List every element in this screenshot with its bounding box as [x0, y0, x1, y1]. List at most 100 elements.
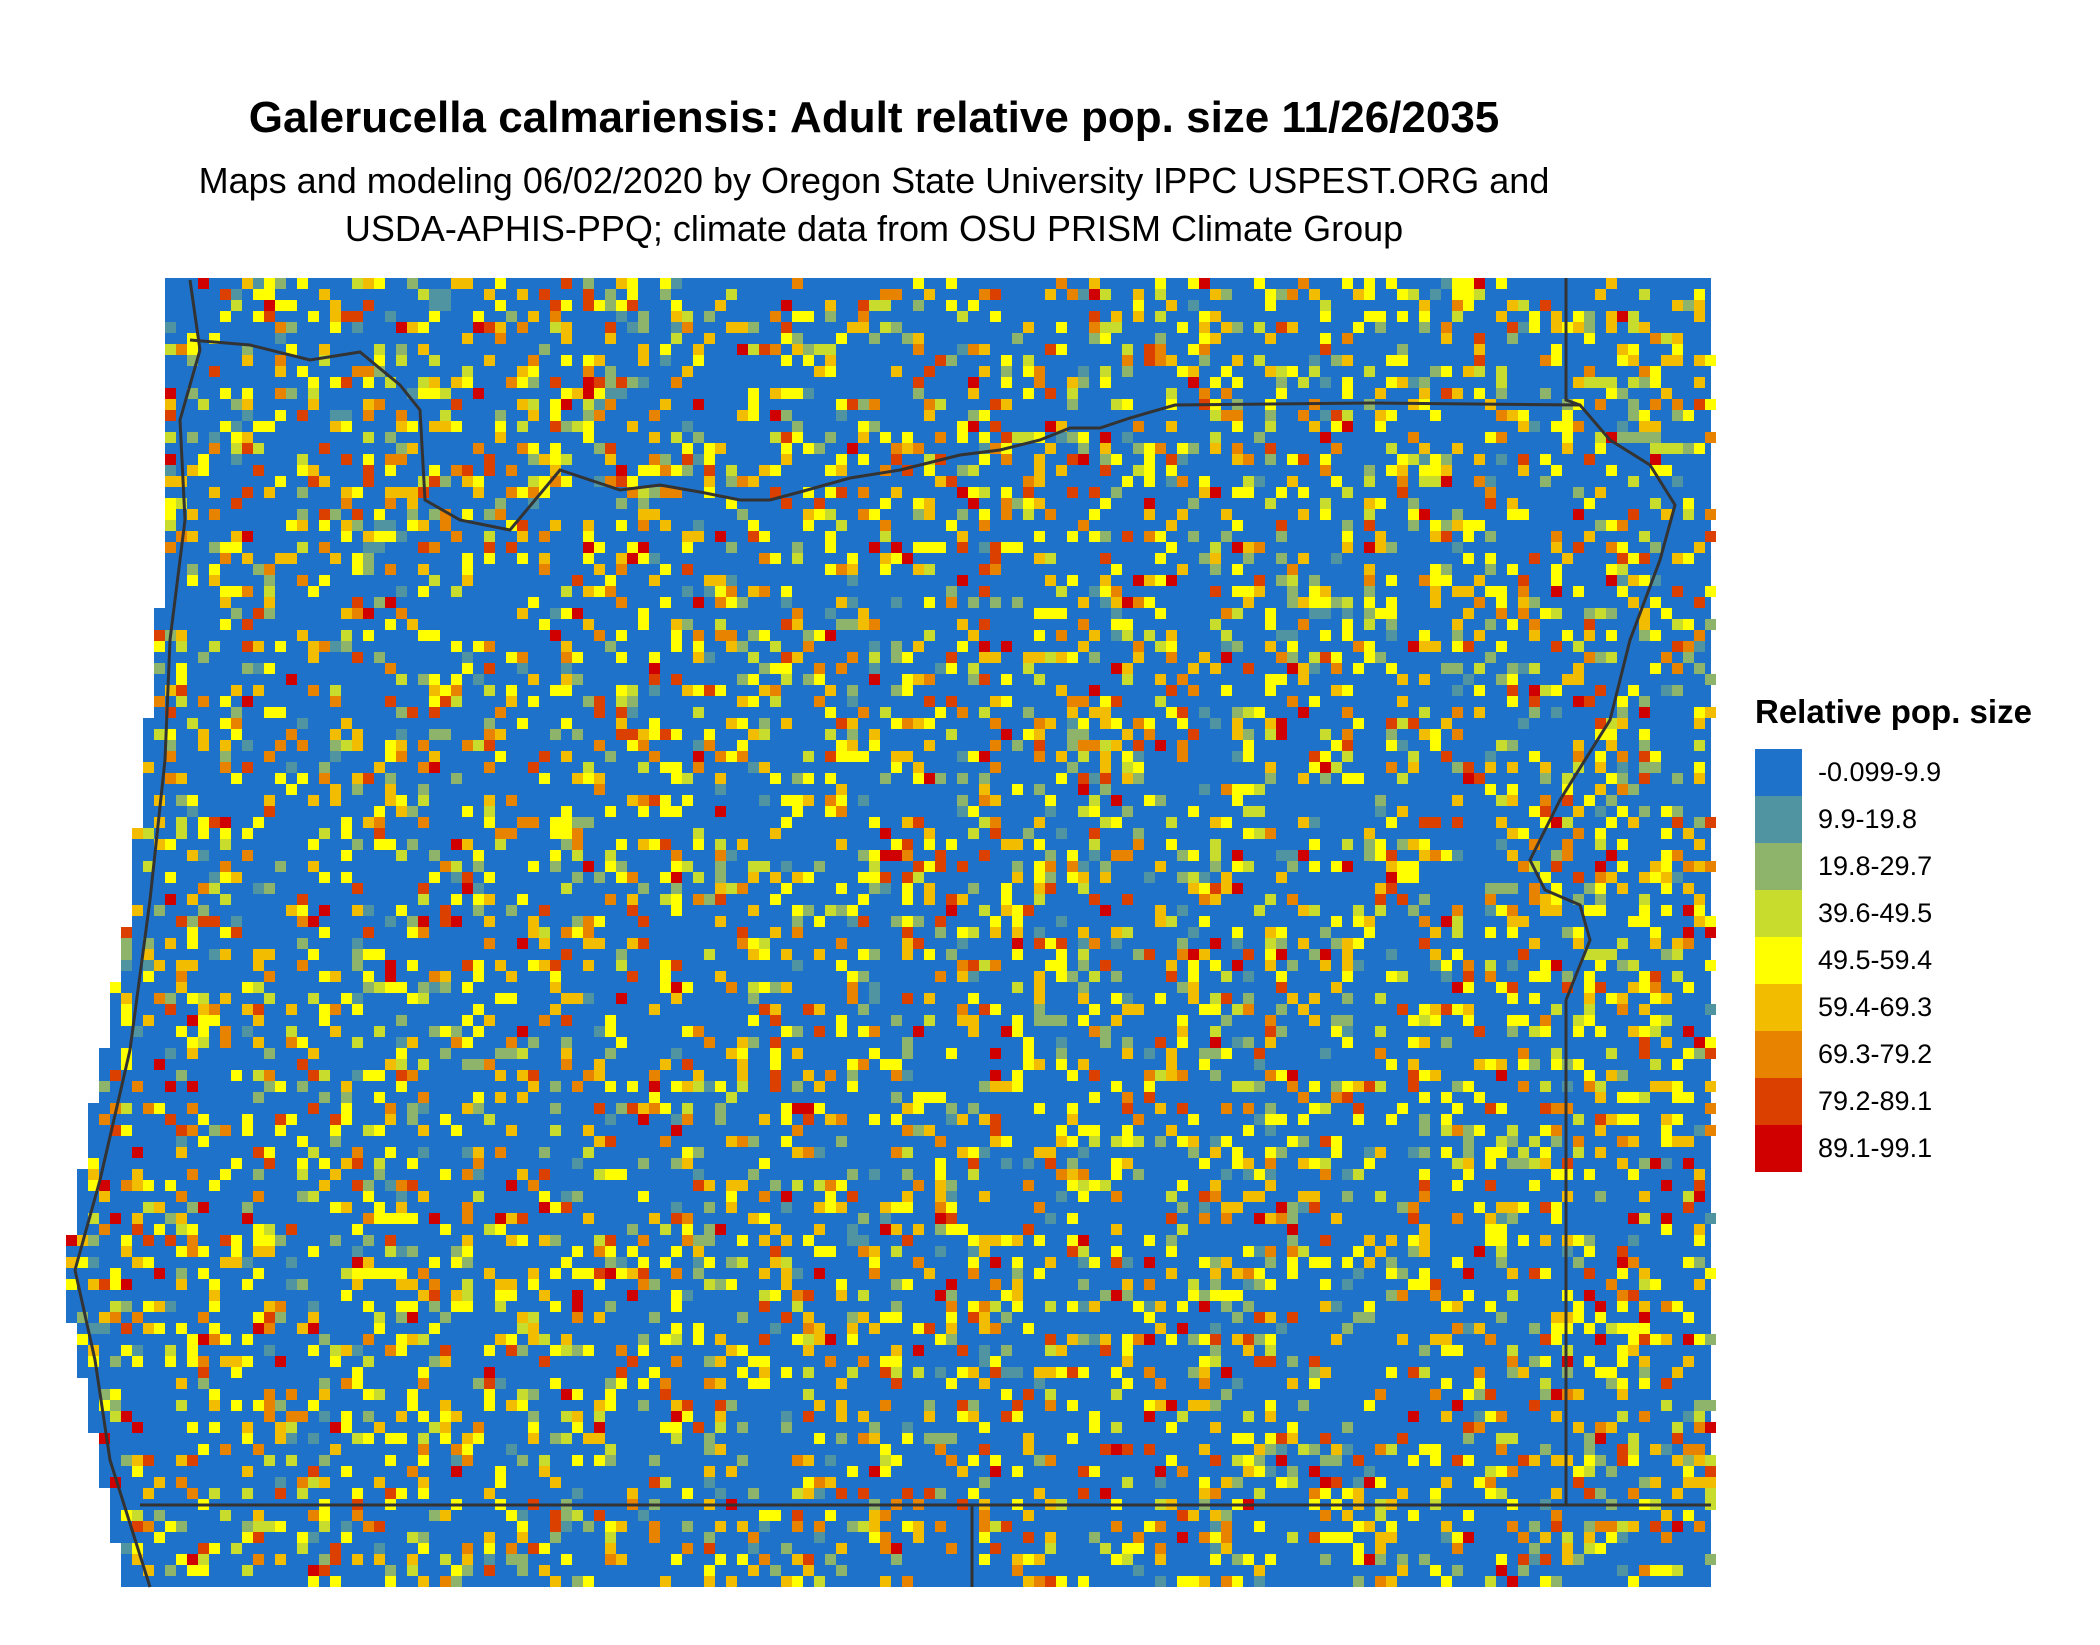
raster-cell — [275, 366, 286, 377]
raster-cell — [231, 432, 242, 443]
raster-cell — [462, 806, 473, 817]
raster-cell — [990, 817, 1001, 828]
raster-cell — [1661, 685, 1672, 696]
raster-cell — [803, 674, 814, 685]
raster-cell — [814, 674, 825, 685]
raster-cell — [759, 1367, 770, 1378]
raster-cell — [968, 806, 979, 817]
raster-cell — [737, 674, 748, 685]
raster-cell — [1705, 1103, 1716, 1114]
raster-cell — [1188, 982, 1199, 993]
raster-cell — [1034, 1147, 1045, 1158]
raster-cell — [803, 1455, 814, 1466]
raster-background — [143, 795, 1711, 806]
raster-background — [165, 586, 1711, 597]
raster-cell — [792, 388, 803, 399]
raster-cell — [308, 1466, 319, 1477]
raster-cell — [220, 542, 231, 553]
raster-cell — [1265, 1158, 1276, 1169]
raster-cell — [1133, 1301, 1144, 1312]
raster-cell — [627, 971, 638, 982]
raster-cell — [440, 1422, 451, 1433]
raster-cell — [1617, 1158, 1628, 1169]
raster-cell — [693, 531, 704, 542]
raster-cell — [506, 377, 517, 388]
raster-cell — [1078, 784, 1089, 795]
raster-cell — [517, 1455, 528, 1466]
raster-cell — [1463, 1125, 1474, 1136]
raster-cell — [99, 1323, 110, 1334]
raster-cell — [1232, 1158, 1243, 1169]
raster-cell — [594, 377, 605, 388]
raster-cell — [1210, 443, 1221, 454]
raster-cell — [539, 476, 550, 487]
raster-cell — [1628, 322, 1639, 333]
raster-cell — [572, 817, 583, 828]
raster-cell — [352, 1378, 363, 1389]
raster-cell — [451, 641, 462, 652]
raster-cell — [1276, 1114, 1287, 1125]
raster-cell — [1639, 762, 1650, 773]
raster-cell — [374, 531, 385, 542]
raster-cell — [1518, 465, 1529, 476]
raster-cell — [1364, 289, 1375, 300]
raster-cell — [352, 740, 363, 751]
raster-cell — [1474, 1026, 1485, 1037]
raster-cell — [1210, 553, 1221, 564]
raster-cell — [1474, 685, 1485, 696]
raster-cell — [275, 1301, 286, 1312]
raster-cell — [363, 1070, 374, 1081]
raster-cell — [132, 1521, 143, 1532]
raster-cell — [1001, 399, 1012, 410]
raster-cell — [363, 1356, 374, 1367]
raster-cell — [1474, 1323, 1485, 1334]
raster-cell — [220, 993, 231, 1004]
raster-cell — [143, 1180, 154, 1191]
raster-cell — [891, 718, 902, 729]
raster-cell — [396, 1015, 407, 1026]
raster-cell — [110, 982, 121, 993]
raster-cell — [1210, 564, 1221, 575]
raster-cell — [1089, 1422, 1100, 1433]
raster-cell — [1331, 1301, 1342, 1312]
raster-cell — [957, 1400, 968, 1411]
raster-cell — [88, 1158, 99, 1169]
raster-cell — [847, 696, 858, 707]
raster-cell — [803, 905, 814, 916]
raster-cell — [825, 1114, 836, 1125]
raster-cell — [506, 685, 517, 696]
raster-cell — [407, 1037, 418, 1048]
raster-cell — [704, 465, 715, 476]
raster-cell — [1298, 619, 1309, 630]
raster-cell — [242, 982, 253, 993]
raster-cell — [1694, 894, 1705, 905]
raster-cell — [1078, 718, 1089, 729]
raster-cell — [1617, 311, 1628, 322]
raster-cell — [1430, 410, 1441, 421]
raster-cell — [902, 1279, 913, 1290]
raster-cell — [1507, 333, 1518, 344]
raster-cell — [209, 575, 220, 586]
raster-cell — [1408, 641, 1419, 652]
raster-cell — [671, 1114, 682, 1125]
raster-cell — [1529, 1026, 1540, 1037]
raster-cell — [1155, 993, 1166, 1004]
raster-cell — [1386, 1290, 1397, 1301]
raster-cell — [1386, 1235, 1397, 1246]
raster-cell — [1243, 1103, 1254, 1114]
raster-cell — [605, 1048, 616, 1059]
raster-cell — [1661, 443, 1672, 454]
raster-cell — [1573, 377, 1584, 388]
raster-cell — [1650, 663, 1661, 674]
raster-cell — [726, 718, 737, 729]
raster-cell — [154, 641, 165, 652]
raster-cell — [220, 1444, 231, 1455]
raster-cell — [330, 795, 341, 806]
raster-cell — [297, 718, 308, 729]
raster-cell — [1529, 1400, 1540, 1411]
raster-cell — [1309, 1444, 1320, 1455]
raster-cell — [473, 850, 484, 861]
raster-cell — [1089, 278, 1100, 289]
raster-cell — [1595, 1433, 1606, 1444]
raster-cell — [517, 377, 528, 388]
